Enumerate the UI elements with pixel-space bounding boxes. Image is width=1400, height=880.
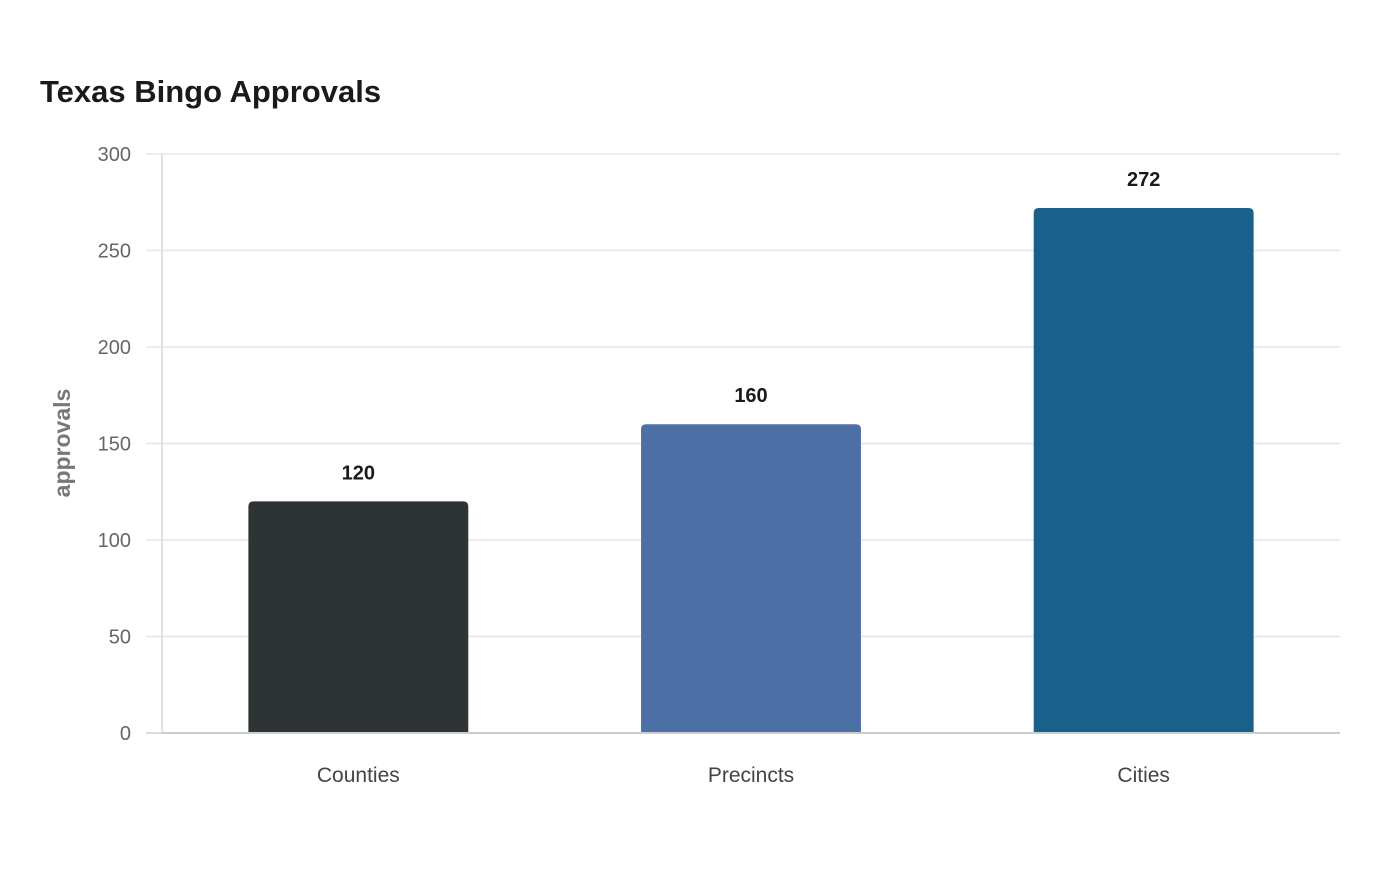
bar-cities (1033, 208, 1254, 734)
y-tick-label: 50 (109, 627, 131, 649)
y-tick-label: 0 (120, 723, 131, 745)
y-tick-label: 300 (98, 144, 131, 166)
data-label: 160 (734, 385, 767, 407)
chart-title: Texas Bingo Approvals (40, 74, 382, 109)
y-tick-label: 200 (98, 337, 131, 359)
y-tick-label: 150 (98, 434, 131, 456)
x-category-label: Cities (1117, 764, 1170, 787)
y-tick-label: 100 (98, 530, 131, 552)
bar-precincts (641, 424, 861, 733)
data-labels: 120 160 272 (342, 169, 1161, 484)
y-axis-title: approvals (49, 389, 75, 498)
data-label: 272 (1127, 169, 1160, 191)
y-tick-label: 250 (98, 241, 131, 263)
bar-counties (248, 501, 469, 733)
x-axis-categories: Counties Precincts Cities (317, 764, 1170, 787)
y-axis-ticks: 0 50 100 150 200 250 300 (98, 144, 131, 745)
bars (248, 208, 1254, 734)
data-label: 120 (342, 462, 375, 484)
x-category-label: Precincts (708, 764, 794, 787)
x-category-label: Counties (317, 764, 400, 787)
